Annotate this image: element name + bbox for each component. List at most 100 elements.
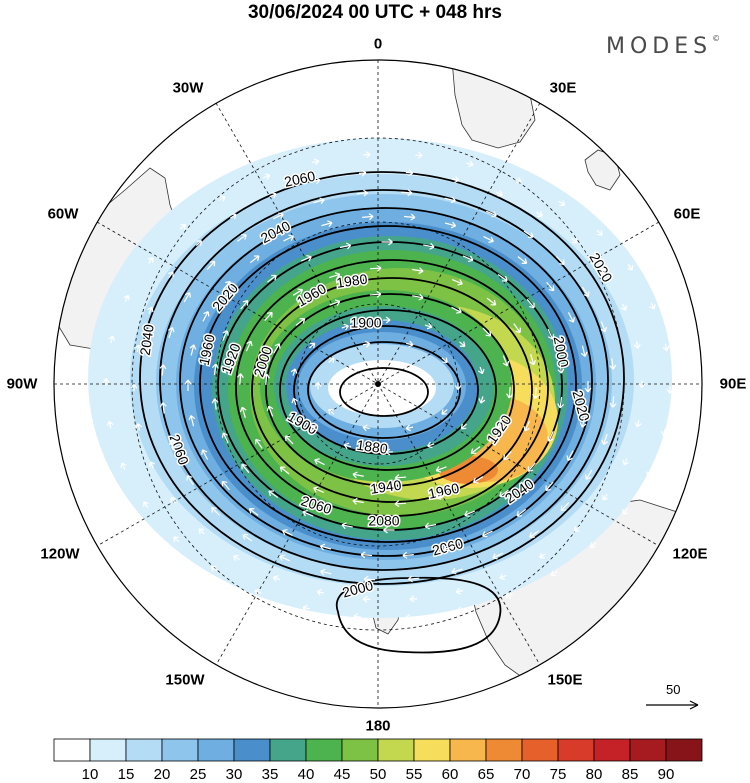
colorbar-tick-label: 30	[225, 766, 243, 783]
contour-line	[179, 207, 593, 557]
wind-vector-arrow	[329, 272, 341, 279]
land-madagascar	[584, 149, 621, 191]
colorbar-tick-label: 25	[189, 766, 207, 783]
wind-vector-arrow	[314, 382, 322, 390]
wind-vector-arrow	[370, 264, 382, 272]
wind-vector-arrow	[268, 490, 279, 499]
wind-vector-arrow	[407, 575, 420, 583]
colorbar-swatch	[161, 738, 199, 762]
wind-vector-arrow	[402, 551, 414, 559]
contour-label: 1980	[335, 271, 368, 291]
colorbar-swatch	[485, 738, 523, 762]
wind-vector-arrow	[579, 416, 587, 428]
wind-vector-arrow	[600, 321, 608, 333]
wind-vector-arrow	[381, 238, 393, 246]
colorbar-swatch	[53, 738, 91, 762]
wind-vector-arrow	[609, 358, 617, 370]
wind-vector-arrow	[435, 493, 447, 500]
wind-vector-arrow	[547, 328, 555, 340]
wind-vector-arrow	[523, 420, 531, 432]
wind-vector-arrow	[123, 294, 130, 302]
wind-vector-arrow	[385, 448, 393, 456]
contour-label: 1900	[350, 315, 381, 331]
wind-vector-arrow	[170, 496, 177, 504]
brand-logo: MODES©	[606, 34, 720, 59]
wind-vector-arrow	[427, 441, 435, 449]
wind-vector-arrow	[184, 379, 192, 392]
colorbar-swatch	[197, 738, 235, 762]
wind-vector-arrow	[526, 298, 535, 309]
wind-vector-arrow	[634, 420, 642, 428]
wind-vector-arrow	[343, 442, 352, 450]
colorbar-swatch	[593, 738, 631, 762]
wind-vector-arrow	[483, 236, 494, 243]
wind-vector-arrow	[313, 486, 325, 493]
wind-vector-arrow	[451, 279, 463, 286]
wind-vector-arrow	[638, 380, 646, 389]
contour-label: 2080	[368, 513, 399, 529]
contour-line	[199, 225, 577, 543]
wind-vector-arrow	[495, 190, 504, 197]
wind-vector-arrow	[557, 396, 565, 409]
wind-vector-arrow	[314, 458, 325, 466]
wind-vector-arrow	[239, 406, 247, 418]
wind-vector-arrow	[159, 364, 167, 376]
wind-vector-arrow	[571, 237, 578, 244]
wind-vector-arrow	[290, 368, 298, 376]
wind-vector-arrow	[567, 312, 575, 323]
colorbar-tick-label: 50	[369, 766, 387, 783]
contour-line	[279, 309, 497, 471]
wind-vector-arrow	[254, 588, 262, 596]
wind-vector-arrow	[363, 575, 376, 583]
colorbar-swatch	[233, 738, 271, 762]
wind-vector-arrow	[221, 432, 229, 444]
wind-vector-arrow	[263, 373, 270, 386]
wind-vector-arrow	[454, 382, 462, 390]
wind-vector-arrow	[236, 373, 244, 385]
brand-copyright: ©	[712, 34, 721, 43]
wind-vector-arrow	[311, 158, 320, 166]
wind-vector-arrow	[310, 425, 317, 431]
wind-vector-arrow	[159, 402, 167, 414]
wind-vector-arrow	[477, 366, 485, 375]
wind-vector-arrow	[602, 493, 608, 501]
wind-vector-arrow	[478, 396, 486, 404]
wind-vector-arrow	[441, 409, 448, 415]
colorbar-swatch	[557, 738, 595, 762]
wind-vector-arrow	[255, 438, 263, 449]
wind-vector-arrow	[596, 229, 603, 236]
colorbar-swatch	[629, 738, 667, 762]
wind-vector-arrow	[506, 386, 513, 399]
wind-vector-arrow	[341, 522, 353, 530]
wind-vector-arrow	[462, 255, 474, 263]
wind-vector-arrow	[319, 543, 332, 551]
colorbar-swatch	[521, 738, 559, 762]
wind-vector-arrow	[249, 255, 260, 264]
colorbar-swatch	[125, 738, 163, 762]
wind-vector-arrow	[130, 383, 138, 392]
wind-vector-arrow	[505, 592, 513, 599]
wind-vector-arrow	[599, 268, 606, 276]
lon-label-120w: 120W	[40, 545, 80, 563]
wind-vector-arrow	[394, 474, 407, 482]
wind-vector-arrow	[237, 234, 247, 242]
lon-label-0: 0	[373, 35, 383, 53]
wind-vector-arrow	[352, 497, 364, 505]
wind-vector-arrow	[517, 256, 528, 264]
wind-vector-arrow	[295, 318, 306, 326]
wind-vector-arrow	[312, 177, 321, 185]
wind-vector-arrow	[329, 299, 341, 306]
wind-vector-arrow	[566, 450, 574, 461]
wind-vector-arrow	[423, 242, 435, 250]
wind-vector-arrow	[273, 212, 284, 220]
wind-vector-arrow	[660, 428, 668, 437]
wind-vector-arrow	[482, 327, 492, 337]
wind-vector-arrow	[266, 405, 274, 417]
colorbar-swatch	[89, 738, 127, 762]
wind-vector-arrow	[167, 327, 175, 339]
wind-vector-arrow	[362, 595, 371, 603]
wind-vector-arrow	[441, 357, 448, 364]
colorbar-tick-label: 80	[585, 766, 603, 783]
wind-vector-arrow	[499, 489, 509, 498]
colorbar-tick-label: 45	[333, 766, 351, 783]
